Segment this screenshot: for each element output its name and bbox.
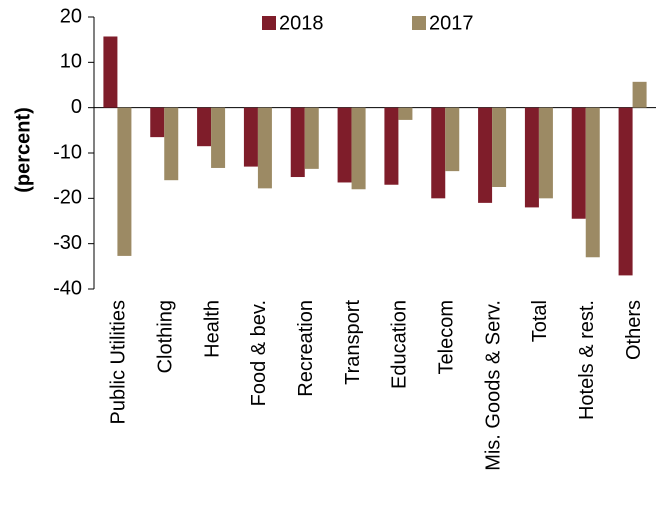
bar <box>211 107 226 168</box>
y-axis-label: (percent) <box>12 107 34 193</box>
x-tick-label: Public Utilities <box>108 300 130 424</box>
legend-swatch <box>412 16 426 30</box>
bar <box>538 107 553 199</box>
bar <box>243 107 258 167</box>
bar <box>164 107 179 181</box>
bar <box>445 107 460 172</box>
x-tick-label: Health <box>201 300 223 358</box>
y-tick-label: -30 <box>53 232 82 254</box>
bar <box>257 107 272 189</box>
bar <box>197 107 212 147</box>
bar <box>337 107 352 183</box>
y-tick-label: 0 <box>71 96 82 118</box>
bar <box>117 107 132 256</box>
x-tick-label: Recreation <box>295 300 317 397</box>
x-tick-label: Transport <box>342 300 364 385</box>
bar <box>431 107 446 199</box>
bar <box>632 81 647 108</box>
legend-label: 2017 <box>429 12 474 34</box>
x-tick-label: Food & bev. <box>248 300 270 406</box>
legend-label: 2018 <box>279 12 324 34</box>
y-tick-label: -10 <box>53 141 82 163</box>
bar <box>290 107 305 178</box>
x-tick-label: Others <box>623 300 645 360</box>
bar <box>618 107 633 276</box>
x-tick-label: Total <box>529 300 551 342</box>
bar <box>351 107 366 190</box>
bar <box>150 107 165 138</box>
y-tick-label: 20 <box>60 5 82 27</box>
bar <box>478 107 493 203</box>
legend-swatch <box>262 16 276 30</box>
bar <box>384 107 399 185</box>
bar <box>571 107 586 219</box>
x-tick-label: Telecom <box>436 300 458 374</box>
bar <box>492 107 507 187</box>
x-tick-label: Clothing <box>155 300 177 373</box>
bar <box>304 107 319 169</box>
bar <box>398 107 413 120</box>
x-tick-label: Mis. Goods & Serv. <box>482 300 504 471</box>
x-tick-label: Hotels & rest. <box>576 300 598 420</box>
bar <box>103 36 118 108</box>
y-tick-label: 10 <box>60 51 82 73</box>
x-tick-label: Education <box>389 300 411 389</box>
y-tick-label: -20 <box>53 187 82 209</box>
bar <box>524 107 539 208</box>
bar <box>585 107 600 258</box>
y-tick-label: -40 <box>53 277 82 299</box>
